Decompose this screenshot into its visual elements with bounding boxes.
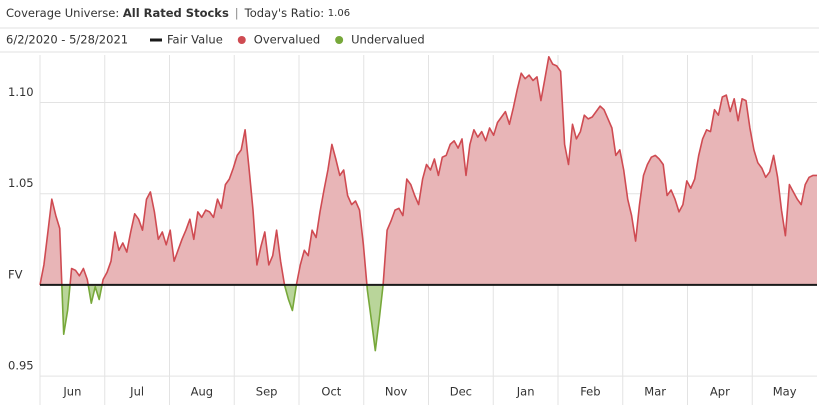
legend-label: Overvalued [254,33,320,47]
y-tick-label: 0.95 [8,359,34,373]
x-tick-label: Mar [644,385,666,399]
separator: | [235,6,239,20]
x-tick-label: Aug [191,385,213,399]
legend: Fair Value Overvalued Undervalued [150,33,425,47]
x-tick-label: Apr [710,385,730,399]
legend-label: Fair Value [167,33,223,47]
x-tick-label: Jun [62,385,81,399]
area [40,56,817,351]
x-tick-label: Jul [129,385,144,399]
ratio-label: Today's Ratio: [244,6,324,20]
y-tick-label: 1.05 [8,176,34,190]
legend-swatch [335,36,344,44]
legend-label: Undervalued [351,33,425,47]
x-tick-label: Dec [450,385,472,399]
date-range: 6/2/2020 - 5/28/2021 [6,33,128,47]
x-tick-label: Nov [385,385,408,399]
universe: All Rated Stocks [123,6,229,20]
y-tick-label: 1.10 [8,85,34,99]
header-label: Coverage Universe: [6,6,119,20]
legend-swatch [237,36,246,44]
x-tick-label: Sep [256,385,278,399]
x-tick-label: Jan [516,385,535,399]
ratio-value: 1.06 [328,8,350,19]
ratio-line [39,56,817,352]
x-tick-label: May [773,385,797,399]
header: Coverage Universe: All Rated Stocks | Toda… [6,6,350,20]
x-tick-label: Oct [321,385,341,399]
x-tick-label: Feb [580,385,600,399]
y-tick-label: FV [8,267,23,281]
